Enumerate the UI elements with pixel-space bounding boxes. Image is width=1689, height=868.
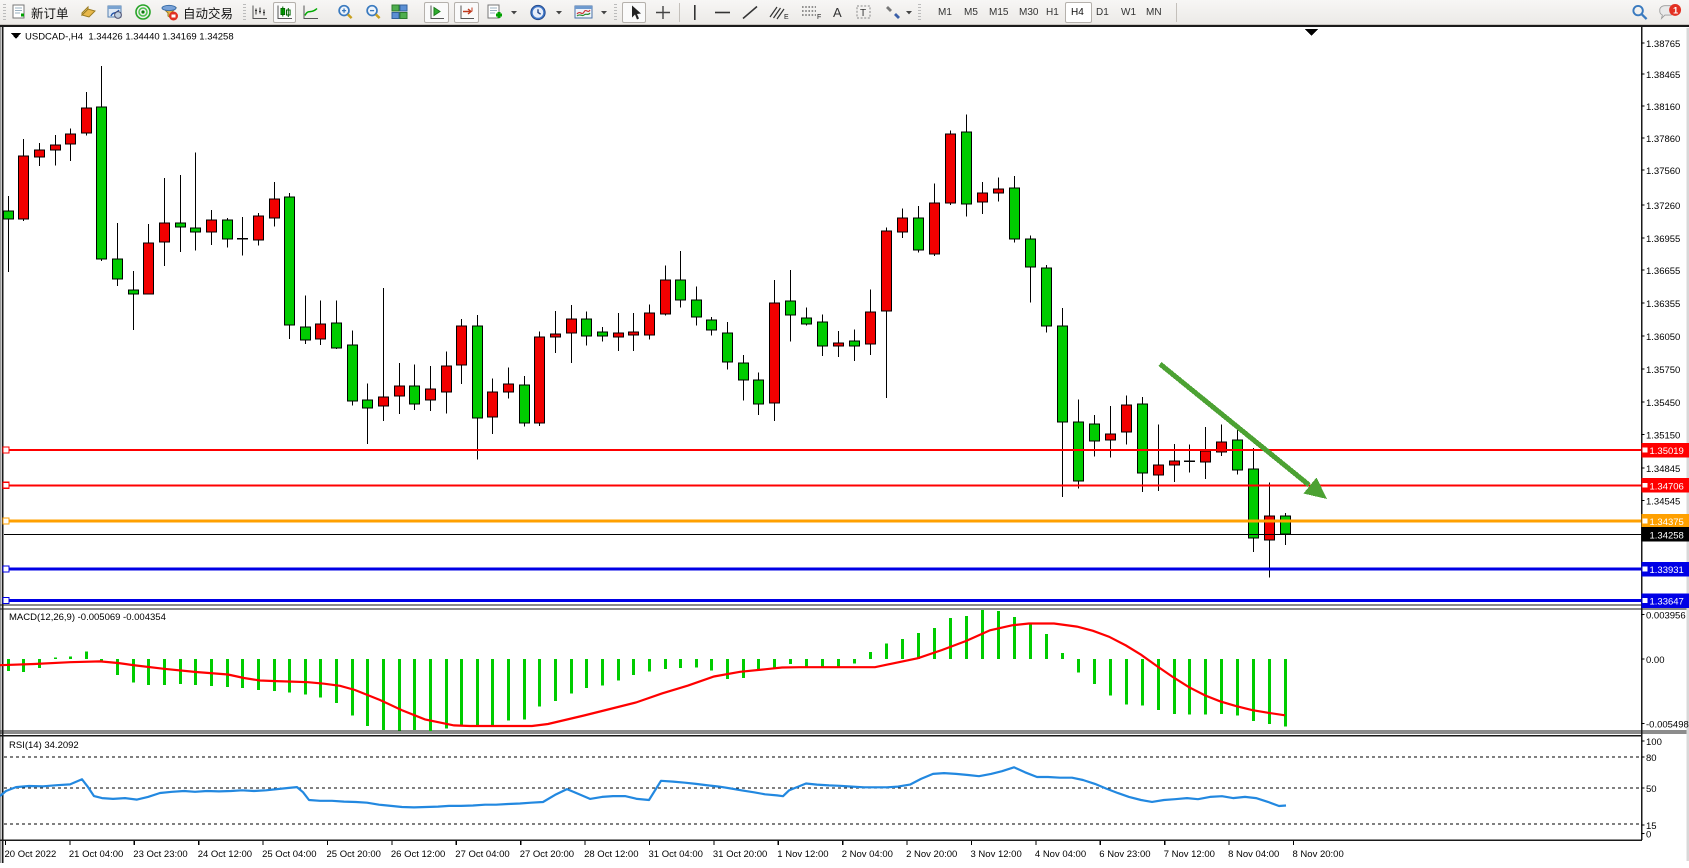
svg-text:1.38465: 1.38465: [1646, 70, 1680, 81]
svg-text:1 Nov 12:00: 1 Nov 12:00: [777, 849, 828, 860]
svg-text:1.35450: 1.35450: [1646, 398, 1680, 409]
svg-text:26 Oct 12:00: 26 Oct 12:00: [391, 849, 445, 860]
svg-text:1: 1: [1673, 5, 1678, 15]
svg-text:1.35019: 1.35019: [1650, 446, 1684, 457]
svg-text:21 Oct 04:00: 21 Oct 04:00: [69, 849, 123, 860]
svg-text:25 Oct 04:00: 25 Oct 04:00: [262, 849, 316, 860]
svg-text:27 Oct 04:00: 27 Oct 04:00: [455, 849, 509, 860]
svg-text:31 Oct 04:00: 31 Oct 04:00: [649, 849, 703, 860]
svg-text:0: 0: [1646, 830, 1651, 841]
svg-text:RSI(14) 34.2092: RSI(14) 34.2092: [9, 740, 79, 751]
svg-text:1.37260: 1.37260: [1646, 201, 1680, 212]
svg-text:T: T: [860, 8, 866, 19]
svg-text:24 Oct 12:00: 24 Oct 12:00: [198, 849, 252, 860]
svg-text:1.33647: 1.33647: [1650, 597, 1684, 608]
svg-text:1.35750: 1.35750: [1646, 365, 1680, 376]
svg-text:1.37860: 1.37860: [1646, 134, 1680, 145]
svg-text:0.00: 0.00: [1646, 655, 1665, 666]
svg-text:MACD(12,26,9) -0.005069 -0.004: MACD(12,26,9) -0.005069 -0.004354: [9, 612, 166, 623]
svg-text:0.003956: 0.003956: [1646, 611, 1686, 622]
svg-text:1.33931: 1.33931: [1650, 565, 1684, 576]
svg-text:6 Nov 23:00: 6 Nov 23:00: [1099, 849, 1150, 860]
svg-text:25 Oct 20:00: 25 Oct 20:00: [327, 849, 381, 860]
svg-text:8 Nov 20:00: 8 Nov 20:00: [1293, 849, 1344, 860]
svg-text:E: E: [784, 14, 789, 21]
svg-text:80: 80: [1646, 753, 1657, 764]
svg-text:1.34258: 1.34258: [1650, 531, 1684, 542]
svg-text:1.37560: 1.37560: [1646, 166, 1680, 177]
svg-text:1.34706: 1.34706: [1650, 482, 1684, 493]
svg-text:2 Nov 20:00: 2 Nov 20:00: [906, 849, 957, 860]
svg-text:28 Oct 12:00: 28 Oct 12:00: [584, 849, 638, 860]
svg-text:7 Nov 12:00: 7 Nov 12:00: [1164, 849, 1215, 860]
svg-text:8 Nov 04:00: 8 Nov 04:00: [1228, 849, 1279, 860]
svg-text:F: F: [817, 14, 821, 21]
svg-text:3 Nov 12:00: 3 Nov 12:00: [971, 849, 1022, 860]
svg-text:1.36955: 1.36955: [1646, 234, 1680, 245]
svg-text:1.35150: 1.35150: [1646, 431, 1680, 442]
svg-text:50: 50: [1646, 784, 1657, 795]
svg-text:1.38765: 1.38765: [1646, 39, 1680, 50]
svg-text:1.34845: 1.34845: [1646, 464, 1680, 475]
svg-text:1.36355: 1.36355: [1646, 299, 1680, 310]
svg-text:1.34375: 1.34375: [1650, 517, 1684, 528]
svg-text:23 Oct 23:00: 23 Oct 23:00: [133, 849, 187, 860]
svg-text:1.36050: 1.36050: [1646, 332, 1680, 343]
svg-text:2 Nov 04:00: 2 Nov 04:00: [842, 849, 893, 860]
svg-text:100: 100: [1646, 737, 1662, 748]
svg-text:-0.005498: -0.005498: [1646, 720, 1689, 731]
svg-text:1.38160: 1.38160: [1646, 102, 1680, 113]
svg-text:USDCAD-,H4 1.34426 1.34440 1.: USDCAD-,H4 1.34426 1.34440 1.34169 1.342…: [25, 32, 234, 43]
svg-text:20 Oct 2022: 20 Oct 2022: [5, 849, 57, 860]
svg-text:1.34545: 1.34545: [1646, 497, 1680, 508]
svg-text:27 Oct 20:00: 27 Oct 20:00: [520, 849, 574, 860]
svg-text:4 Nov 04:00: 4 Nov 04:00: [1035, 849, 1086, 860]
svg-text:31 Oct 20:00: 31 Oct 20:00: [713, 849, 767, 860]
svg-text:1.36655: 1.36655: [1646, 266, 1680, 277]
